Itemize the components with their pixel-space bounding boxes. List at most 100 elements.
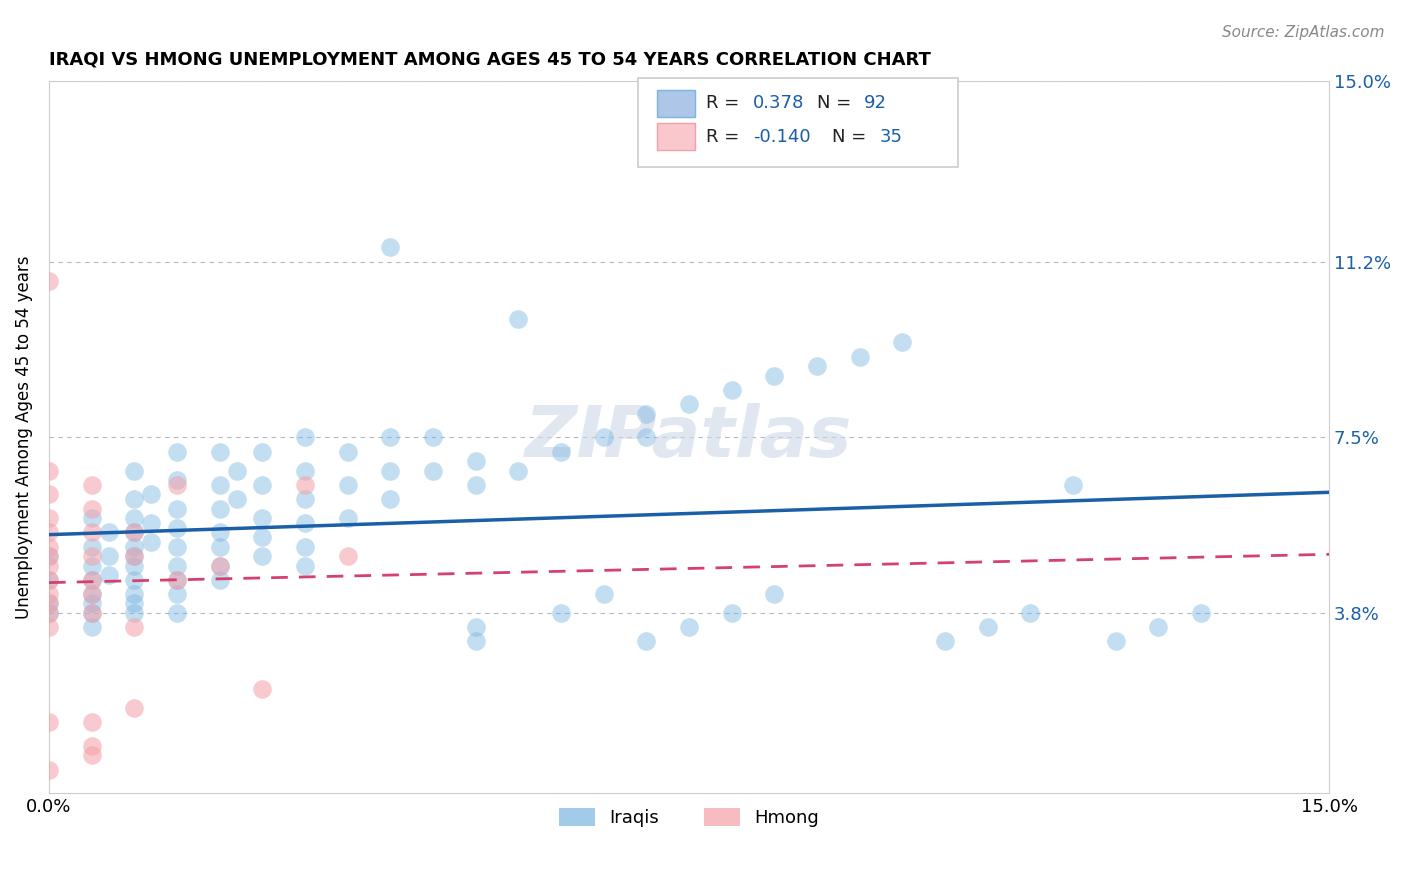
Point [80,540,103,554]
Point [80,511,103,525]
Point [38,464,60,478]
Point [252,444,274,458]
Text: ZIPatlas: ZIPatlas [526,403,852,472]
Point [80,573,103,587]
Point [166,540,188,554]
Point [508,311,530,326]
Point [38,587,60,601]
Text: IRAQI VS HMONG UNEMPLOYMENT AMONG AGES 45 TO 54 YEARS CORRELATION CHART: IRAQI VS HMONG UNEMPLOYMENT AMONG AGES 4… [49,51,931,69]
Point [124,620,146,634]
Point [38,573,60,587]
Point [763,368,786,383]
Point [38,606,60,620]
Point [97,549,120,563]
Point [141,534,163,549]
Text: 0.378: 0.378 [754,95,804,112]
Point [38,597,60,611]
Text: 35: 35 [880,128,903,146]
Point [124,540,146,554]
Point [38,511,60,525]
FancyBboxPatch shape [657,123,696,151]
Point [1189,606,1212,620]
Point [1147,620,1170,634]
Point [550,606,572,620]
Point [80,549,103,563]
Point [80,587,103,601]
Point [141,516,163,530]
Point [80,715,103,730]
Point [225,491,247,506]
Point [166,573,188,587]
Point [891,335,914,350]
Point [720,606,742,620]
Point [166,573,188,587]
Point [38,525,60,540]
Point [80,558,103,573]
Point [141,487,163,501]
Point [592,587,614,601]
Point [166,606,188,620]
Point [294,540,316,554]
Point [464,634,486,648]
Text: R =: R = [706,128,745,146]
Point [124,525,146,540]
Point [80,606,103,620]
Point [252,549,274,563]
Point [97,525,120,540]
Point [80,620,103,634]
Point [294,478,316,492]
Point [380,491,402,506]
Text: 92: 92 [865,95,887,112]
Point [38,558,60,573]
Point [380,464,402,478]
Point [294,491,316,506]
Text: N =: N = [817,95,858,112]
Point [678,397,700,411]
Point [208,573,231,587]
Point [166,520,188,534]
Point [166,558,188,573]
Point [1062,478,1084,492]
FancyBboxPatch shape [638,78,957,167]
Point [80,501,103,516]
Text: R =: R = [706,95,745,112]
Point [934,634,956,648]
Point [763,587,786,601]
Point [636,634,658,648]
Point [166,473,188,487]
Text: -0.140: -0.140 [754,128,811,146]
Point [208,478,231,492]
Point [336,444,359,458]
Point [976,620,998,634]
Point [208,540,231,554]
Point [97,568,120,582]
Y-axis label: Unemployment Among Ages 45 to 54 years: Unemployment Among Ages 45 to 54 years [15,256,32,619]
Point [166,587,188,601]
Text: N =: N = [832,128,872,146]
Point [124,587,146,601]
Point [80,748,103,763]
Point [80,573,103,587]
Point [380,240,402,254]
Point [508,464,530,478]
Point [38,487,60,501]
Point [80,606,103,620]
Point [166,501,188,516]
Point [720,383,742,397]
Point [38,597,60,611]
Point [38,606,60,620]
Point [124,597,146,611]
Point [124,701,146,715]
Point [166,478,188,492]
Point [80,478,103,492]
Text: Source: ZipAtlas.com: Source: ZipAtlas.com [1222,25,1385,40]
Point [80,739,103,753]
Point [294,464,316,478]
Point [806,359,828,373]
Point [208,444,231,458]
Point [636,430,658,444]
Point [124,491,146,506]
Point [124,549,146,563]
Point [124,511,146,525]
Point [38,549,60,563]
